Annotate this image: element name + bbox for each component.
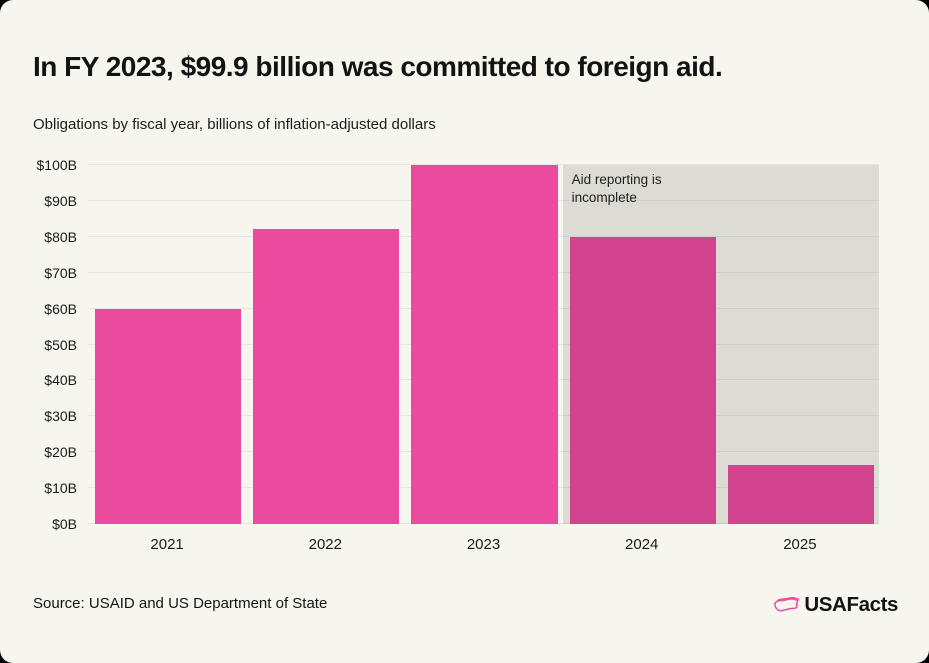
y-tick-label: $30B bbox=[44, 408, 77, 425]
y-tick-label: $70B bbox=[44, 264, 77, 281]
y-axis: $0B $10B $20B $30B $40B $50B $60B $70B $80B $90B $… bbox=[20, 157, 77, 532]
x-tick-label: 2022 bbox=[308, 536, 342, 553]
bar-slot bbox=[88, 165, 246, 524]
bar-2025[interactable] bbox=[727, 465, 875, 524]
y-tick-label: $20B bbox=[44, 444, 77, 461]
y-tick-label: $10B bbox=[44, 480, 77, 497]
brand-name: USAFacts bbox=[804, 593, 898, 616]
bar-slot bbox=[721, 165, 879, 524]
y-tick-label: $100B bbox=[36, 157, 77, 173]
chart-subtitle: Obligations by fiscal year, billions of … bbox=[33, 116, 436, 133]
page-title: In FY 2023, $99.9 billion was committed … bbox=[33, 51, 723, 82]
y-tick-label: $50B bbox=[44, 336, 77, 353]
bar-slot bbox=[404, 165, 562, 524]
y-tick-label: $40B bbox=[44, 372, 77, 389]
bar-2023[interactable] bbox=[411, 165, 558, 524]
x-tick-label: 2023 bbox=[466, 536, 501, 553]
y-tick-label: $80B bbox=[44, 228, 77, 245]
plot-area: Aid reporting is incomplete bbox=[88, 164, 879, 524]
x-tick-label: 2025 bbox=[783, 536, 817, 553]
x-tick-label: 2021 bbox=[150, 536, 184, 553]
bar-2024[interactable] bbox=[569, 236, 716, 524]
usafacts-map-icon bbox=[774, 596, 800, 612]
x-axis: 2021 2022 2023 2024 2025 bbox=[88, 536, 879, 553]
usafacts-logo[interactable]: USAFacts bbox=[773, 592, 898, 618]
y-tick-label: $0B bbox=[52, 516, 77, 532]
bar-slot bbox=[563, 165, 721, 524]
gridline bbox=[88, 164, 879, 165]
incomplete-annotation: Aid reporting is incomplete bbox=[571, 172, 662, 205]
bars-layer bbox=[88, 165, 879, 524]
bar-2021[interactable] bbox=[95, 308, 242, 524]
bar-slot bbox=[246, 165, 404, 524]
y-tick-label: $90B bbox=[44, 192, 77, 209]
bar-2022[interactable] bbox=[253, 228, 400, 524]
x-tick-label: 2024 bbox=[625, 536, 659, 553]
y-tick-label: $60B bbox=[44, 300, 77, 317]
source-note: Source: USAID and US Department of State bbox=[33, 595, 328, 612]
